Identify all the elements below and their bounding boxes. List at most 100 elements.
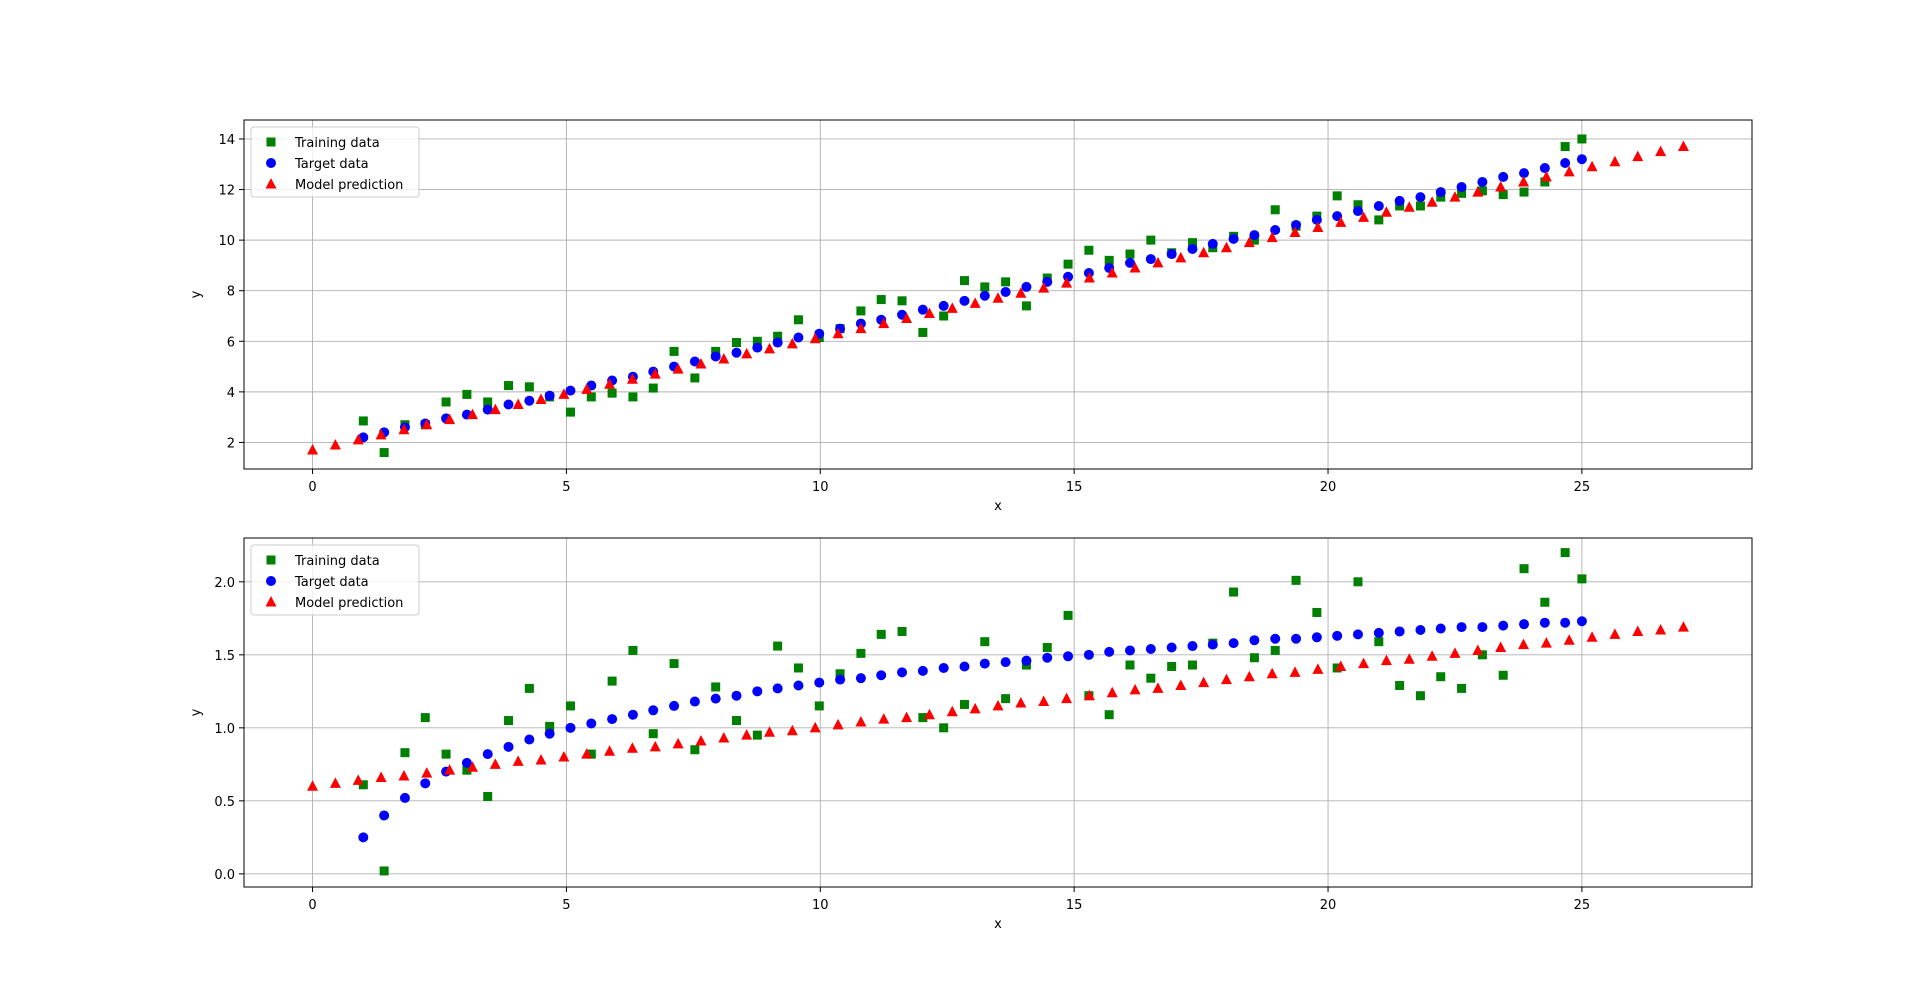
data-point — [876, 295, 886, 305]
data-point — [793, 680, 804, 691]
data-point — [307, 444, 319, 455]
data-point — [1498, 190, 1508, 200]
data-point — [1038, 282, 1050, 293]
y-axis-label: y — [189, 708, 204, 716]
data-point — [1125, 257, 1136, 268]
data-point — [1228, 233, 1239, 244]
data-point — [1352, 629, 1363, 640]
data-point — [441, 397, 451, 407]
data-point — [690, 745, 700, 755]
y-tick-label: 10 — [218, 234, 235, 249]
data-point — [938, 662, 949, 673]
data-point — [689, 356, 700, 367]
data-point — [1270, 633, 1281, 644]
data-point — [626, 373, 638, 384]
data-point — [917, 665, 928, 676]
data-point — [400, 748, 410, 758]
data-point — [1249, 635, 1260, 646]
data-point — [711, 346, 721, 356]
data-point — [773, 641, 783, 651]
x-tick-label: 10 — [812, 898, 829, 913]
data-point — [731, 347, 742, 358]
data-point — [1472, 186, 1484, 197]
data-point — [1220, 673, 1232, 685]
data-point — [1187, 641, 1198, 652]
data-point — [980, 282, 990, 292]
data-point — [689, 696, 700, 707]
data-point — [992, 292, 1004, 303]
data-point — [1083, 649, 1094, 660]
data-point — [466, 761, 478, 772]
data-point — [581, 383, 593, 394]
data-point — [1175, 679, 1187, 690]
data-point — [379, 810, 390, 821]
data-point — [1198, 246, 1210, 258]
data-point — [1518, 638, 1530, 650]
data-point — [544, 728, 555, 739]
data-point — [1332, 630, 1343, 641]
data-point — [1083, 268, 1094, 279]
data-point — [1498, 670, 1508, 680]
legend: Training data Target data Model prediction — [250, 544, 420, 616]
data-point — [1312, 607, 1322, 617]
data-point — [741, 729, 753, 740]
data-point — [855, 322, 867, 334]
data-point — [772, 337, 783, 348]
data-point — [876, 670, 887, 681]
data-point — [1106, 686, 1118, 698]
data-point — [352, 433, 364, 445]
data-point — [441, 749, 451, 759]
data-point — [607, 388, 617, 398]
data-point — [1104, 646, 1115, 657]
data-point — [1374, 215, 1384, 225]
data-point — [1403, 653, 1415, 664]
data-point — [1540, 177, 1550, 187]
data-point — [1457, 683, 1467, 693]
data-point — [1426, 650, 1438, 661]
data-point — [1038, 695, 1050, 707]
data-point — [1358, 211, 1370, 222]
data-point — [1312, 221, 1324, 232]
data-point — [545, 721, 555, 731]
data-point — [1373, 200, 1384, 211]
data-point — [1312, 663, 1324, 674]
data-point — [1632, 150, 1644, 162]
data-point — [1519, 168, 1530, 179]
data-point — [918, 327, 928, 337]
data-point — [835, 669, 845, 679]
data-point — [558, 751, 570, 762]
data-point — [1472, 644, 1484, 655]
data-point — [512, 398, 524, 410]
data-point — [1270, 205, 1280, 215]
data-point — [398, 770, 410, 781]
data-point — [461, 757, 472, 768]
data-point — [741, 347, 753, 359]
data-point — [939, 723, 949, 733]
data-point — [1289, 666, 1301, 677]
data-point — [793, 332, 804, 343]
data-point — [462, 389, 472, 399]
y-tick-label: 2.0 — [214, 576, 235, 591]
data-point — [398, 423, 410, 435]
data-point — [1311, 214, 1322, 225]
data-point — [1394, 626, 1405, 637]
data-point — [809, 332, 821, 344]
y-tick-label: 2 — [227, 436, 235, 451]
data-point — [1249, 230, 1260, 241]
data-point — [1655, 145, 1667, 157]
data-point — [855, 673, 866, 684]
data-point — [1426, 196, 1438, 207]
data-point — [1539, 163, 1550, 174]
data-point — [732, 716, 742, 726]
y-tick-label: 8 — [227, 285, 235, 300]
data-point — [466, 408, 478, 420]
data-point — [565, 407, 575, 417]
data-point — [544, 390, 555, 401]
legend-label: Target data — [294, 575, 369, 590]
y-axis-label: y — [189, 290, 204, 298]
x-tick-label: 25 — [1574, 898, 1591, 913]
legend: Training data Target data Model prediction — [250, 126, 420, 198]
data-point — [581, 748, 593, 759]
data-point — [1335, 216, 1347, 227]
data-point — [923, 708, 935, 720]
